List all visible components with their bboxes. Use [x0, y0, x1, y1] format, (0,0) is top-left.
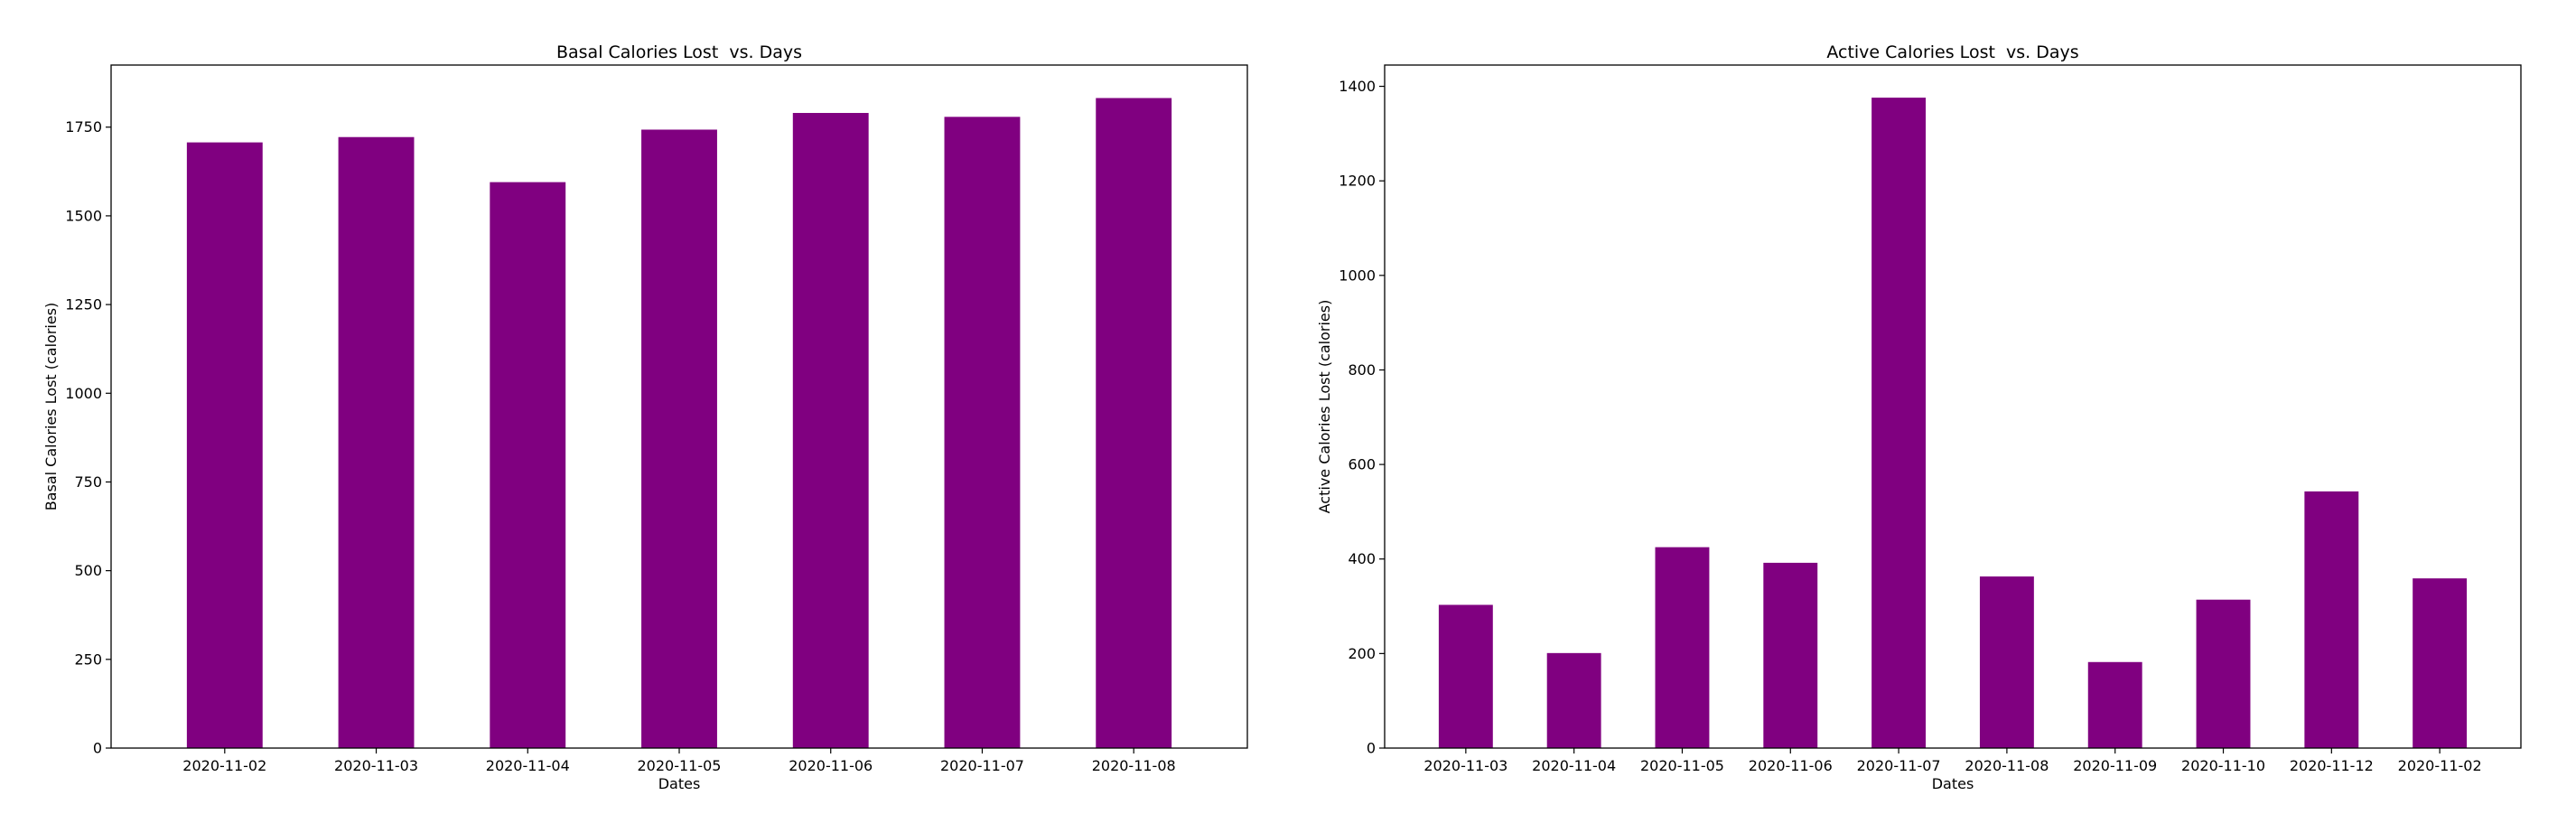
x-tick-label: 2020-11-06 — [789, 757, 873, 774]
bar-2020-11-04 — [490, 182, 566, 749]
x-tick-label: 2020-11-07 — [940, 757, 1024, 774]
x-axis-label: Dates — [1932, 775, 1974, 792]
bar-2020-11-09 — [2087, 661, 2142, 748]
x-tick-label: 2020-11-08 — [1965, 757, 2049, 774]
y-tick-label: 1400 — [1339, 78, 1376, 95]
bar-2020-11-08 — [1979, 576, 2034, 748]
x-tick-label: 2020-11-08 — [1092, 757, 1176, 774]
y-axis-label: Active Calories Lost (calories) — [1316, 300, 1333, 514]
y-tick-label: 0 — [93, 740, 102, 757]
bar-2020-11-02 — [2413, 578, 2468, 748]
bar-2020-11-07 — [1871, 98, 1927, 749]
x-tick-label: 2020-11-05 — [638, 757, 722, 774]
x-tick-label: 2020-11-10 — [2181, 757, 2265, 774]
y-tick-label: 1250 — [65, 296, 102, 314]
bar-2020-11-02 — [186, 142, 263, 749]
y-tick-label: 1000 — [65, 385, 102, 402]
x-tick-label: 2020-11-03 — [1423, 757, 1507, 774]
bar-2020-11-10 — [2196, 599, 2251, 748]
basal-calories-chart: Basal Calories Lost vs. Days Dates Basal… — [42, 42, 1248, 792]
x-tick-label: 2020-11-06 — [1749, 757, 1833, 774]
x-tick-label: 2020-11-07 — [1857, 757, 1941, 774]
y-axis-label: Basal Calories Lost (calories) — [42, 303, 60, 511]
y-tick-label: 1750 — [65, 118, 102, 136]
x-tick-label: 2020-11-09 — [2073, 757, 2157, 774]
x-tick-label: 2020-11-03 — [334, 757, 418, 774]
y-tick-label: 1000 — [1339, 267, 1376, 284]
plot-frame — [1384, 64, 2522, 749]
chart-title: Active Calories Lost vs. Days — [1826, 42, 2078, 62]
y-tick-label: 200 — [1348, 645, 1376, 662]
y-tick-label: 250 — [74, 650, 102, 668]
y-tick-label: 1200 — [1339, 173, 1376, 190]
x-tick-label: 2020-11-02 — [2398, 757, 2482, 774]
bar-2020-11-07 — [944, 117, 1021, 749]
x-tick-label: 2020-11-04 — [1532, 757, 1616, 774]
plot-frame — [110, 64, 1248, 749]
y-tick-label: 0 — [1367, 740, 1376, 757]
x-tick-label: 2020-11-02 — [182, 757, 266, 774]
bar-2020-11-04 — [1546, 652, 1601, 748]
y-tick-label: 400 — [1348, 550, 1376, 567]
active-calories-chart: Active Calories Lost vs. Days Dates Acti… — [1316, 42, 2522, 792]
y-tick-label: 600 — [1348, 456, 1376, 473]
y-tick-label: 500 — [74, 562, 102, 579]
x-tick-label: 2020-11-05 — [1640, 757, 1724, 774]
x-tick-label: 2020-11-04 — [486, 757, 570, 774]
y-tick-label: 750 — [74, 473, 102, 491]
y-tick-label: 800 — [1348, 361, 1376, 379]
bar-2020-11-12 — [2304, 491, 2359, 748]
bar-2020-11-05 — [641, 129, 717, 749]
chart-title: Basal Calories Lost vs. Days — [556, 42, 802, 62]
bar-2020-11-03 — [1438, 604, 1493, 748]
y-tick-label: 1500 — [65, 207, 102, 224]
x-axis-label: Dates — [658, 775, 701, 792]
bar-2020-11-06 — [792, 113, 869, 748]
bar-2020-11-03 — [338, 136, 415, 749]
x-tick-label: 2020-11-12 — [2290, 757, 2374, 774]
bar-2020-11-08 — [1096, 98, 1172, 748]
bar-2020-11-05 — [1655, 547, 1710, 748]
bar-2020-11-06 — [1763, 562, 1818, 748]
